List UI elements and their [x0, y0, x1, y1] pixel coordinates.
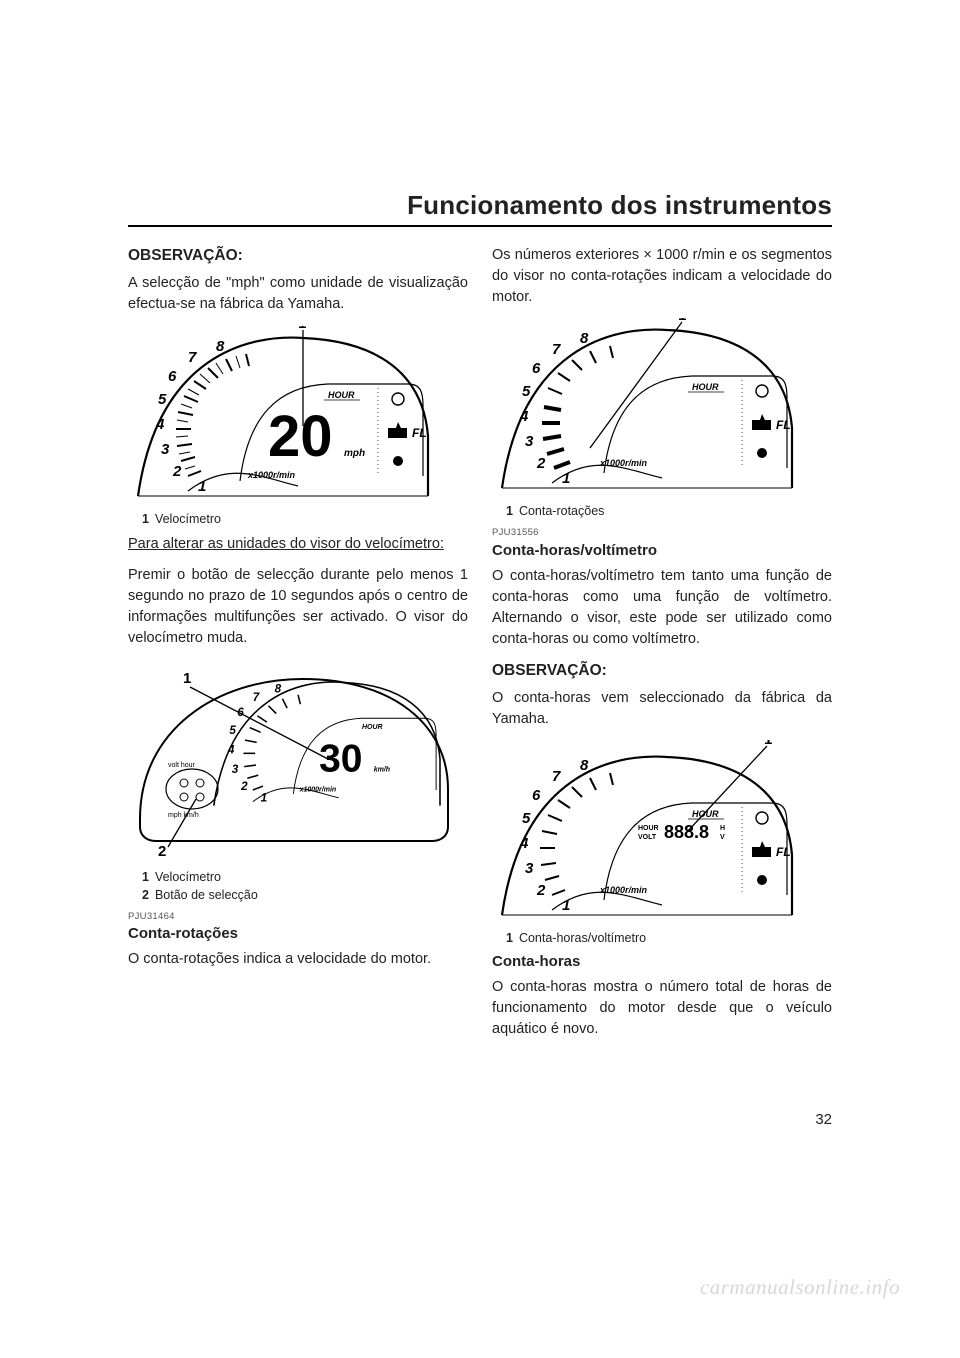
digits-888: 888.8	[664, 822, 709, 842]
fuel-label-1: FL	[412, 426, 427, 440]
dial-num-3b: 3	[232, 762, 239, 775]
caption-fig2-2n: 2	[142, 888, 149, 902]
subhead-conta-horas: Conta-horas	[492, 951, 832, 973]
dial-num-6d: 6	[532, 787, 541, 804]
dial-num-6c: 6	[532, 360, 541, 377]
code-pju31464: PJU31464	[128, 910, 468, 924]
rpm-label-2: x1000r/min	[299, 786, 337, 793]
speed-value-mph: 20	[268, 404, 333, 469]
dial-num-2c: 2	[536, 455, 546, 472]
rpm-label-4: x1000r/min	[599, 885, 648, 895]
hour-label-3: HOUR	[692, 382, 719, 392]
volt-small-label: VOLT	[638, 834, 657, 841]
para-right-1: Os números exteriores × 1000 r/min e os …	[492, 245, 832, 308]
dial-num-7d: 7	[552, 768, 561, 785]
hv-v: V	[720, 834, 725, 841]
dial-num-4c: 4	[519, 408, 529, 425]
dial-num-2d: 2	[536, 882, 546, 899]
caption-fig4: 1 Conta-horas/voltímetro	[506, 931, 832, 945]
caption-fig2-1t: Velocímetro	[155, 870, 221, 884]
rpm-label-3: x1000r/min	[599, 458, 648, 468]
code-pju31556: PJU31556	[492, 526, 832, 540]
dial-num-8: 8	[216, 338, 225, 355]
caption-fig2-1: 1 Velocímetro	[142, 870, 468, 884]
hour-label-4: HOUR	[692, 809, 719, 819]
callout-2-fig2: 2	[158, 843, 166, 859]
dial-num-5b: 5	[229, 723, 236, 736]
caption-fig1-text: Velocímetro	[155, 512, 221, 526]
hour-label-2: HOUR	[362, 724, 383, 731]
caption-fig3: 1 Conta-rotações	[506, 504, 832, 518]
hour-label: HOUR	[328, 390, 355, 400]
dial-num-5c: 5	[522, 383, 531, 400]
caption-fig4-n: 1	[506, 931, 513, 945]
caption-fig4-t: Conta-horas/voltímetro	[519, 931, 646, 945]
subhead-conta-rotacoes: Conta-rotações	[128, 923, 468, 945]
page-number: 32	[815, 1111, 832, 1128]
speed-unit-kmh: km/h	[374, 766, 390, 773]
para-underline: Para alterar as unidades do visor do vel…	[128, 536, 444, 552]
two-column-layout: OBSERVAÇÃO: A selecção de "mph" como uni…	[128, 245, 832, 1050]
hour-small-label: HOUR	[638, 825, 659, 832]
speed-unit-mph: mph	[344, 448, 365, 459]
dial-num-3d: 3	[525, 860, 534, 877]
fuel-label-3: FL	[776, 418, 791, 432]
caption-fig2-2t: Botão de selecção	[155, 888, 258, 902]
figure-speedometer-kmh: 1 2 3 4 5 6 7 8 HOUR 30 km/h x1000r/min	[128, 659, 468, 864]
dial-num-2b: 2	[240, 780, 248, 793]
chapter-title: Funcionamento dos instrumentos	[128, 190, 832, 227]
note-body-left: A selecção de "mph" como unidade de visu…	[128, 273, 468, 315]
caption-fig2-2: 2 Botão de selecção	[142, 888, 468, 902]
left-column: OBSERVAÇÃO: A selecção de "mph" como uni…	[128, 245, 468, 1050]
dial-num-3c: 3	[525, 433, 534, 450]
dial-num-1b: 1	[261, 791, 268, 804]
para-right-3: O conta-horas mostra o número total de h…	[492, 977, 832, 1040]
dial-num-5d: 5	[522, 810, 531, 827]
mph-km-label: mph km/h	[168, 812, 199, 819]
para-conta-rotacoes: O conta-rotações indica a velocidade do …	[128, 949, 468, 970]
para-instructions: Premir o botão de selecção durante pelo …	[128, 565, 468, 649]
volt-hour-label: volt hour	[168, 762, 196, 769]
hv-h: H	[720, 825, 725, 832]
dial-num-5: 5	[158, 391, 167, 408]
dial-num-1c: 1	[562, 470, 570, 487]
note-heading-right: OBSERVAÇÃO:	[492, 660, 832, 682]
figure-tachometer: 1 2 3 4 5 6 7 8 HOUR x1000r/min FL	[492, 318, 832, 498]
dial-num-8b: 8	[275, 682, 282, 695]
dial-num-3: 3	[161, 441, 170, 458]
dial-num-7b: 7	[253, 691, 260, 704]
subhead-conta-horas-volt: Conta-horas/voltímetro	[492, 540, 832, 562]
caption-fig1: 1 Velocímetro	[142, 512, 468, 526]
note-body-right: O conta-horas vem seleccionado da fábric…	[492, 688, 832, 730]
dial-num-8c: 8	[580, 330, 589, 347]
right-column: Os números exteriores × 1000 r/min e os …	[492, 245, 832, 1050]
dial-num-1: 1	[198, 478, 206, 495]
callout-1-fig3: 1	[678, 318, 686, 324]
callout-1-fig4: 1	[764, 740, 772, 748]
dial-num-7c: 7	[552, 341, 561, 358]
speed-value-kmh: 30	[319, 737, 362, 780]
caption-fig3-t: Conta-rotações	[519, 504, 604, 518]
rpm-label-1: x1000r/min	[247, 470, 296, 480]
para-right-2: O conta-horas/voltímetro tem tanto uma f…	[492, 566, 832, 650]
fuel-label-4: FL	[776, 845, 791, 859]
dial-num-8d: 8	[580, 757, 589, 774]
callout-1-fig2: 1	[183, 670, 191, 687]
figure-speedometer-mph: 1 2 3 4 5 6 7 8 HOUR 20 mph x1000r/min	[128, 326, 468, 506]
callout-1-fig1: 1	[298, 326, 306, 332]
dial-num-6: 6	[168, 368, 177, 385]
dial-num-2: 2	[172, 463, 182, 480]
dial-num-1d: 1	[562, 897, 570, 914]
caption-fig2-1n: 1	[142, 870, 149, 884]
dial-num-4: 4	[155, 416, 165, 433]
watermark: carmanualsonline.info	[700, 1275, 900, 1300]
note-heading-left: OBSERVAÇÃO:	[128, 245, 468, 267]
caption-fig1-n: 1	[142, 512, 149, 526]
dial-num-4d: 4	[519, 835, 529, 852]
dial-num-4b: 4	[227, 743, 235, 756]
figure-hour-volt-meter: 1 2 3 4 5 6 7 8 HOUR HOUR VOLT 888.8 H V	[492, 740, 832, 925]
dial-num-7: 7	[188, 349, 197, 366]
caption-fig3-n: 1	[506, 504, 513, 518]
